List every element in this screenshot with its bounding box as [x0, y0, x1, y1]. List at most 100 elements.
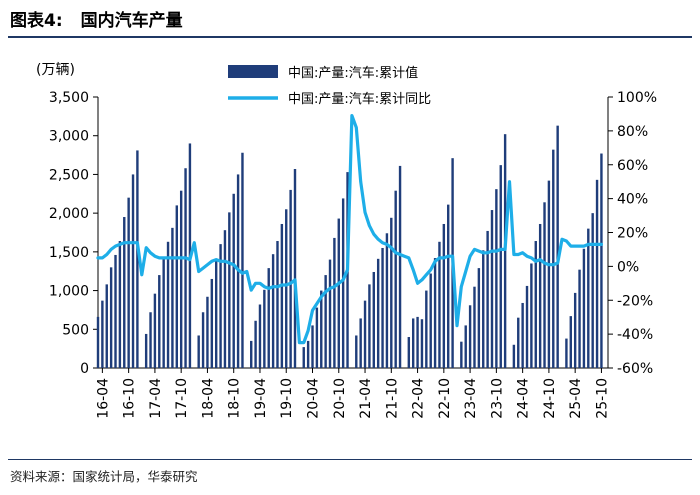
bar-cumulative-output — [276, 241, 279, 368]
bar-cumulative-output — [411, 318, 415, 368]
bar-cumulative-output — [552, 149, 555, 368]
bar-cumulative-output — [530, 263, 533, 368]
bar-cumulative-output — [114, 254, 117, 368]
bar-cumulative-output — [320, 290, 323, 368]
bar-cumulative-output — [425, 290, 428, 368]
bar-cumulative-output — [179, 190, 183, 368]
bar-cumulative-output — [534, 241, 537, 368]
bar-cumulative-output — [337, 218, 340, 368]
bar-cumulative-output — [166, 241, 170, 368]
x-tick-label: 23-10 — [489, 378, 505, 419]
x-tick-label: 23-04 — [463, 378, 479, 419]
bar-cumulative-output — [359, 318, 362, 368]
bar-cumulative-output — [228, 212, 231, 368]
bar-cumulative-output — [311, 325, 314, 368]
bar-cumulative-output — [109, 267, 113, 368]
x-tick-label: 22-10 — [437, 378, 453, 419]
bar-cumulative-output — [158, 275, 161, 368]
y-left-tick-label: 3,500 — [49, 90, 89, 106]
bar-cumulative-output — [499, 165, 502, 368]
bar-cumulative-output — [153, 293, 157, 368]
bar-cumulative-output — [438, 241, 441, 368]
bar-cumulative-output — [136, 150, 139, 368]
bar-cumulative-output — [447, 204, 450, 368]
bar-cumulative-output — [341, 198, 345, 368]
x-tick-label: 20-04 — [306, 378, 322, 419]
bar-cumulative-output — [363, 300, 367, 368]
bar-cumulative-output — [368, 284, 371, 368]
bar-cumulative-output — [376, 258, 380, 368]
bar-cumulative-output — [416, 316, 419, 368]
bar-cumulative-output — [123, 217, 126, 368]
bar-cumulative-output — [495, 189, 498, 368]
bar-cumulative-output — [565, 338, 568, 368]
y-left-tick-label: 0 — [80, 361, 89, 377]
bar-cumulative-output — [258, 304, 262, 368]
x-tick-label: 24-04 — [516, 378, 532, 419]
y-right-tick-label: -40% — [617, 327, 653, 343]
bar-cumulative-output — [372, 271, 375, 368]
bar-cumulative-output — [127, 197, 130, 368]
x-tick-label: 16-04 — [95, 378, 111, 419]
bar-cumulative-output — [241, 152, 244, 368]
bar-cumulative-output — [280, 223, 284, 368]
title-rule — [8, 36, 692, 38]
x-tick-label: 17-04 — [148, 378, 164, 419]
bar-cumulative-output — [595, 179, 599, 368]
y-left-unit: (万辆) — [36, 62, 75, 78]
legend-line-label: 中国:产量:汽车:累计同比 — [288, 91, 431, 107]
y-right-tick-label: -20% — [617, 293, 653, 309]
bar-cumulative-output — [118, 241, 122, 368]
bar-cumulative-output — [503, 134, 507, 368]
y-left-tick-label: 1,000 — [49, 284, 89, 300]
bar-cumulative-output — [429, 273, 432, 368]
bar-cumulative-output — [171, 227, 174, 368]
bar-cumulative-output — [223, 230, 227, 368]
bar-cumulative-output — [149, 312, 152, 368]
bar-cumulative-output — [512, 344, 516, 368]
line-cumulative-yoy — [96, 113, 604, 345]
bar-cumulative-output — [468, 305, 472, 368]
y-left-tick-label: 3,000 — [49, 129, 89, 145]
bar-cumulative-output — [407, 337, 411, 368]
bar-cumulative-output — [398, 165, 402, 368]
legend-bar-swatch — [228, 65, 278, 78]
bar-cumulative-output — [543, 202, 546, 368]
bar-cumulative-output — [131, 174, 135, 368]
y-right-tick-label: 80% — [617, 124, 648, 140]
bar-cumulative-output — [263, 289, 266, 368]
x-tick-label: 25-10 — [594, 378, 610, 419]
bar-cumulative-output — [486, 230, 489, 368]
bar-cumulative-output — [433, 258, 437, 368]
bar-cumulative-output — [573, 292, 577, 368]
bar-cumulative-output — [460, 341, 463, 368]
bar-cumulative-output — [385, 233, 389, 368]
bar-cumulative-output — [184, 168, 187, 368]
y-right-tick-label: 20% — [617, 226, 648, 242]
x-tick-label: 21-10 — [384, 378, 400, 419]
bar-cumulative-output — [214, 259, 218, 368]
bar-cumulative-output — [390, 217, 393, 368]
bar-cumulative-output — [96, 316, 100, 368]
bar-cumulative-output — [201, 312, 205, 368]
bar-cumulative-output — [250, 340, 253, 368]
y-left-tick-label: 2,000 — [49, 206, 89, 222]
bar-cumulative-output — [482, 250, 485, 368]
bar-cumulative-output — [333, 237, 336, 368]
bar-cumulative-output — [306, 340, 310, 368]
x-tick-label: 19-10 — [279, 378, 295, 419]
bar-cumulative-output — [105, 284, 108, 368]
bar-cumulative-output — [569, 316, 572, 368]
legend-bar-label: 中国:产量:汽车:累计值 — [288, 65, 418, 81]
y-left-tick-label: 1,500 — [49, 245, 89, 261]
bar-cumulative-output — [547, 180, 551, 368]
bar-cumulative-output — [175, 205, 179, 368]
bar-cumulative-output — [525, 285, 529, 368]
bar-cumulative-output — [582, 248, 586, 368]
y-right-tick-label: 100% — [617, 90, 657, 106]
bar-cumulative-output — [490, 210, 494, 368]
bar-cumulative-output — [473, 286, 476, 368]
x-tick-label: 20-10 — [332, 378, 348, 419]
bar-cumulative-output — [254, 320, 257, 368]
bar-cumulative-output — [210, 278, 214, 368]
